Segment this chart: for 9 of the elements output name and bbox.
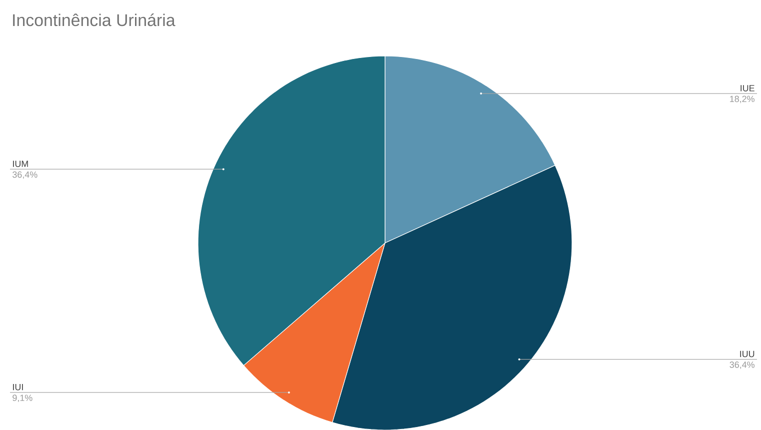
slice-label: IUE bbox=[740, 84, 754, 92]
chart-title: Incontinência Urinária bbox=[13, 13, 176, 26]
data-label: 36,4% bbox=[730, 361, 754, 369]
data-label: 18,2% bbox=[730, 96, 754, 104]
slice-label: IUM bbox=[13, 160, 28, 167]
slice-label: IUI bbox=[13, 384, 23, 390]
data-label: 36,4% bbox=[12, 171, 38, 179]
slice-label: IUU bbox=[740, 350, 754, 357]
data-label: 9,1% bbox=[12, 394, 32, 402]
